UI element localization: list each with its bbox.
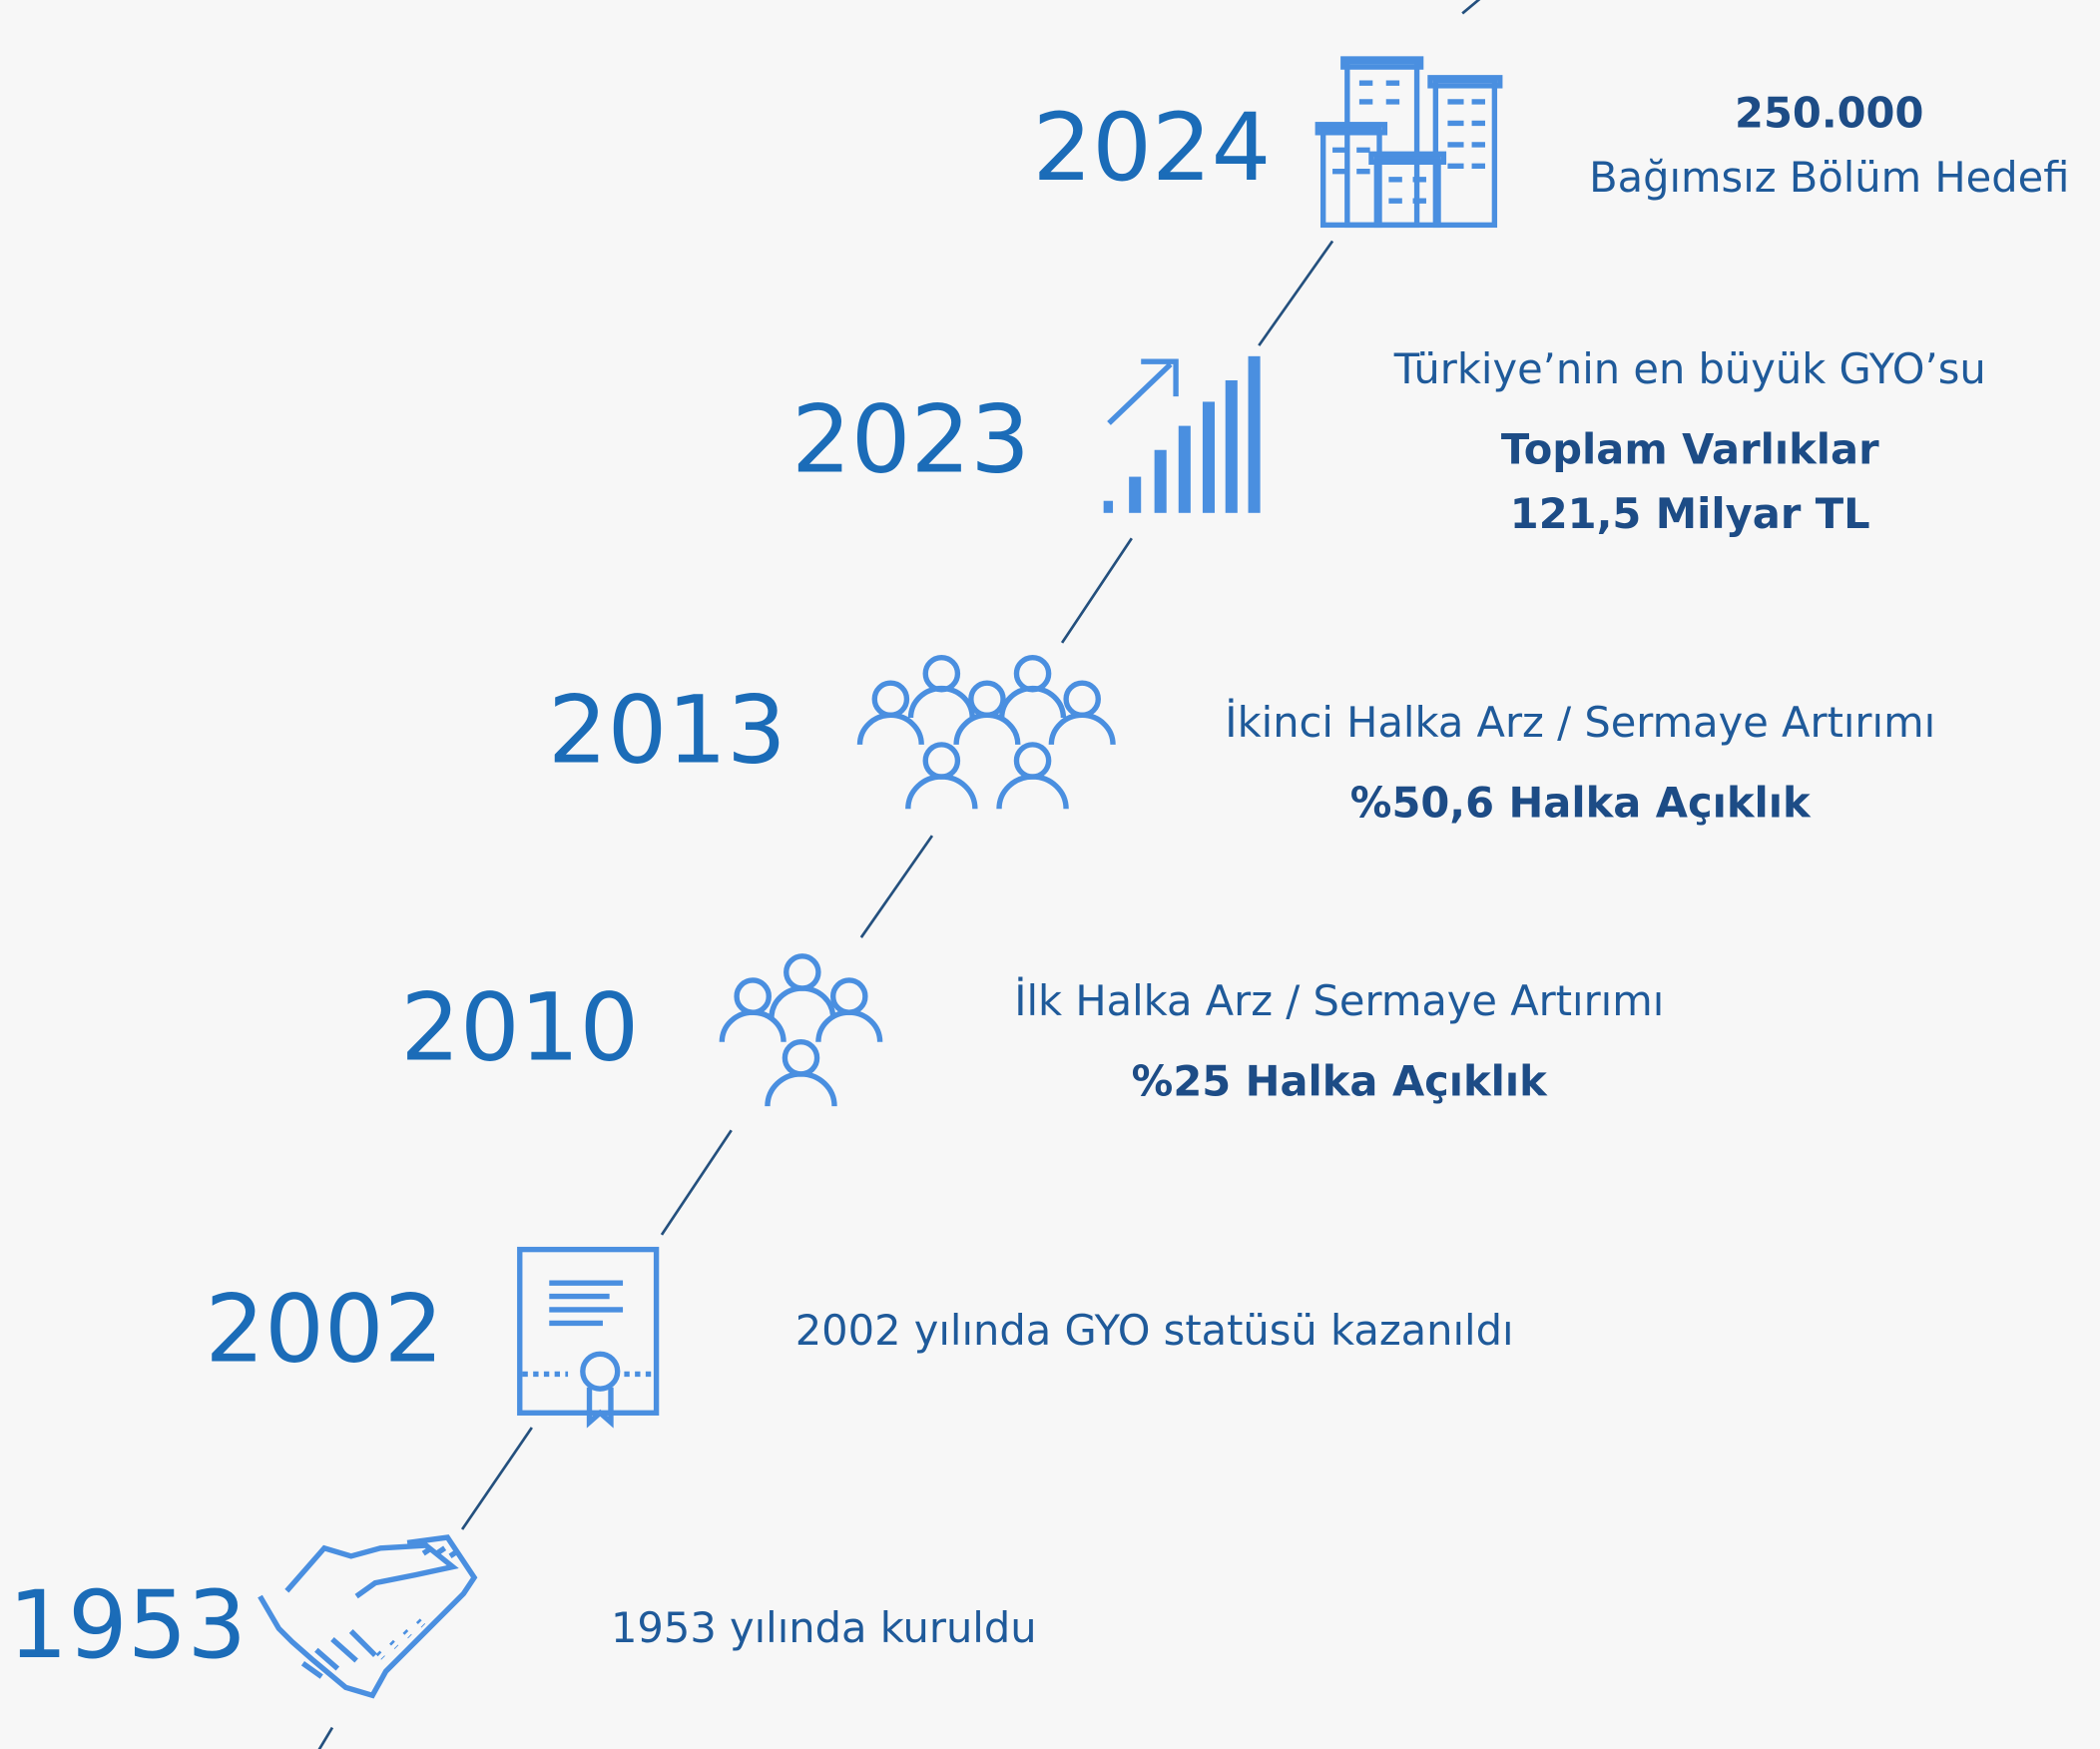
description: Türkiye’nin en büyük GYO’su bbox=[1393, 344, 1986, 393]
handshake-icon bbox=[258, 1534, 478, 1699]
certificate-icon bbox=[517, 1246, 660, 1429]
group-icon bbox=[719, 953, 883, 1107]
growth-icon bbox=[1103, 355, 1261, 513]
highlight: 121,5 Milyar TL bbox=[1510, 489, 1870, 538]
connector bbox=[317, 0, 1481, 1749]
year: 1953 bbox=[8, 1571, 247, 1680]
description: İlk Halka Arz / Sermaye Artırımı bbox=[1014, 976, 1664, 1025]
year: 2010 bbox=[400, 974, 639, 1083]
year: 2023 bbox=[791, 386, 1030, 495]
highlight: %25 Halka Açıklık bbox=[1132, 1057, 1549, 1106]
highlight: 250.000 bbox=[1735, 89, 1923, 138]
year: 2024 bbox=[1032, 94, 1271, 203]
highlight: %50,6 Halka Açıklık bbox=[1350, 779, 1812, 828]
description: İkinci Halka Arz / Sermaye Artırımı bbox=[1225, 698, 1935, 747]
description: Bağımsız Bölüm Hedefi bbox=[1589, 153, 2069, 202]
buildings-icon bbox=[1314, 56, 1503, 229]
highlight: Toplam Varlıklar bbox=[1501, 424, 1879, 473]
description: 1953 yılında kuruldu bbox=[611, 1603, 1037, 1652]
year: 2013 bbox=[548, 677, 787, 786]
description: 2002 yılında GYO statüsü kazanıldı bbox=[795, 1306, 1514, 1355]
year: 2002 bbox=[205, 1275, 443, 1384]
crowd-icon bbox=[856, 654, 1116, 810]
